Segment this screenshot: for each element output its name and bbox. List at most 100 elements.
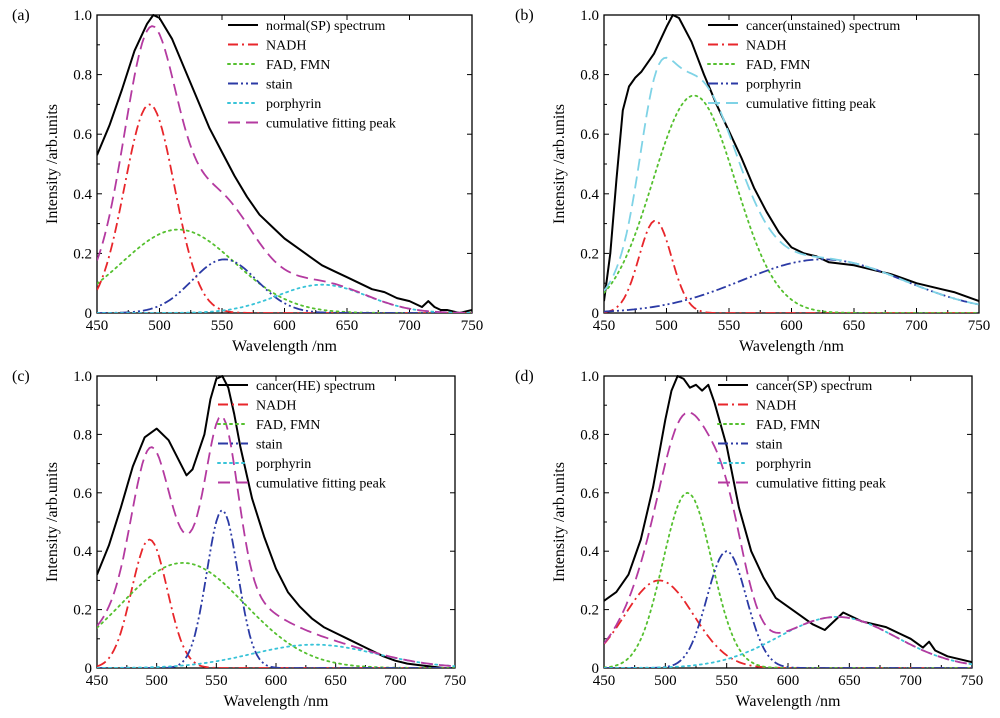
series-line-stain (97, 509, 455, 668)
y-tick-label: 0.4 (73, 187, 92, 203)
x-tick-label: 750 (961, 673, 984, 689)
x-tick-label: 650 (324, 673, 347, 689)
series-line-cancer-sp-spectrum (604, 375, 972, 664)
x-tick-label: 550 (715, 673, 738, 689)
x-tick-label: 550 (718, 318, 741, 334)
y-tick-label: 1.0 (73, 8, 92, 24)
legend-label: cancer(unstained) spectrum (746, 19, 900, 34)
x-axis-label: Wavelength /nm (224, 693, 329, 710)
y-tick-label: 1.0 (580, 369, 599, 385)
curves (604, 14, 979, 313)
x-axis-label: Wavelength /nm (739, 338, 844, 355)
x-tick-label: 750 (461, 318, 484, 334)
x-tick-label: 500 (655, 318, 678, 334)
panel-d: (d) 450 500 550 600 650 700 750 0 0.2 0.4 0.6 0.8 1.0… (515, 368, 983, 710)
legend-label: stain (256, 438, 282, 453)
y-tick-label: 0.4 (580, 187, 599, 203)
x-tick-label: 450 (86, 318, 109, 334)
y-tick-label: 0 (592, 661, 600, 677)
panel-label: (a) (12, 7, 30, 24)
series-line-cumulative-fitting-peak (97, 415, 455, 668)
legend-label: NADH (746, 39, 786, 54)
panel-label: (b) (515, 7, 534, 24)
series-line-cancer-unstained-spectrum (604, 14, 979, 303)
series-line-nadh (604, 579, 972, 668)
legend-label: stain (756, 438, 782, 453)
y-tick-label: 1.0 (580, 8, 599, 24)
x-tick-label: 750 (444, 673, 467, 689)
x-tick-label: 700 (899, 673, 922, 689)
x-tick-label: 700 (905, 318, 928, 334)
y-tick-label: 0 (85, 306, 93, 322)
legend-label: cumulative fitting peak (266, 117, 396, 132)
series-line-fad-fmn (97, 228, 472, 313)
series-line-stain (97, 258, 472, 313)
panel-a: (a) 450 500 550 600 650 700 750 0 0.2 0.4 0.6 0.8 1.0… (12, 7, 483, 355)
y-tick-label: 0.8 (580, 68, 599, 84)
y-tick-label: 0.8 (73, 427, 92, 443)
x-tick-label: 550 (211, 318, 234, 334)
y-axis-label: Intensity /arb.units (44, 462, 61, 582)
x-tick-label: 450 (593, 318, 616, 334)
series-line-nadh (97, 103, 472, 313)
curves (97, 375, 455, 668)
x-tick-label: 700 (398, 318, 421, 334)
y-tick-label: 0 (85, 661, 93, 677)
legend-label: cumulative fitting peak (256, 477, 386, 492)
x-tick-label: 650 (336, 318, 359, 334)
x-tick-label: 750 (968, 318, 991, 334)
x-tick-label: 600 (780, 318, 803, 334)
x-tick-label: 500 (654, 673, 677, 689)
legend-label: porphyrin (756, 457, 811, 472)
panel-c: (c) 450 500 550 600 650 700 750 0 0.2 0.4 0.6 0.8 1.0… (12, 368, 466, 710)
series-line-porphyrin (604, 616, 972, 668)
legend-label: FAD, FMN (756, 418, 820, 433)
x-tick-label: 600 (265, 673, 288, 689)
y-tick-label: 0.6 (73, 486, 92, 502)
legend-label: NADH (256, 399, 296, 414)
curves (604, 375, 972, 668)
series-line-cumulative-fitting-peak (604, 56, 979, 306)
legend-label: stain (266, 78, 292, 93)
x-axis-label: Wavelength /nm (232, 338, 337, 355)
y-tick-label: 0.2 (73, 603, 92, 619)
x-tick-label: 650 (838, 673, 861, 689)
series-line-cumulative-fitting-peak (604, 411, 972, 666)
x-tick-label: 550 (205, 673, 228, 689)
x-tick-label: 500 (145, 673, 168, 689)
x-tick-label: 500 (148, 318, 171, 334)
x-axis-label: Wavelength /nm (736, 693, 841, 710)
y-tick-label: 0.2 (73, 246, 92, 262)
y-tick-label: 0 (592, 306, 600, 322)
series-line-normal-sp-spectrum (97, 14, 472, 313)
legend-label: porphyrin (266, 97, 321, 112)
y-tick-label: 0.2 (580, 246, 599, 262)
x-tick-label: 450 (86, 673, 109, 689)
series-line-stain (604, 550, 972, 668)
y-tick-label: 1.0 (73, 369, 92, 385)
curves (97, 14, 472, 313)
series-line-fad-fmn (604, 94, 979, 313)
series-line-nadh (97, 538, 455, 668)
y-tick-label: 0.2 (580, 603, 599, 619)
y-tick-label: 0.6 (73, 127, 92, 143)
y-axis-label: Intensity /arb.units (551, 462, 568, 582)
y-tick-label: 0.6 (580, 127, 599, 143)
y-axis-label: Intensity /arb.units (551, 104, 568, 224)
panel-label: (c) (12, 368, 30, 385)
legend-label: cancer(SP) spectrum (756, 379, 872, 394)
legend-label: FAD, FMN (746, 58, 810, 73)
legend-label: cancer(HE) spectrum (256, 379, 375, 394)
series-line-cancer-he-spectrum (97, 375, 455, 668)
legend-label: porphyrin (256, 457, 311, 472)
legend-label: NADH (756, 399, 796, 414)
y-axis-label: Intensity /arb.units (44, 104, 61, 224)
x-tick-label: 600 (777, 673, 800, 689)
series-line-cumulative-fitting-peak (97, 25, 472, 313)
panel-b: (b) 450 500 550 600 650 700 750 0 0.2 0.4 0.6 0.8 1.0… (515, 7, 990, 355)
legend-label: porphyrin (746, 78, 801, 93)
x-tick-label: 450 (593, 673, 616, 689)
x-tick-label: 600 (273, 318, 296, 334)
y-tick-label: 0.8 (580, 427, 599, 443)
